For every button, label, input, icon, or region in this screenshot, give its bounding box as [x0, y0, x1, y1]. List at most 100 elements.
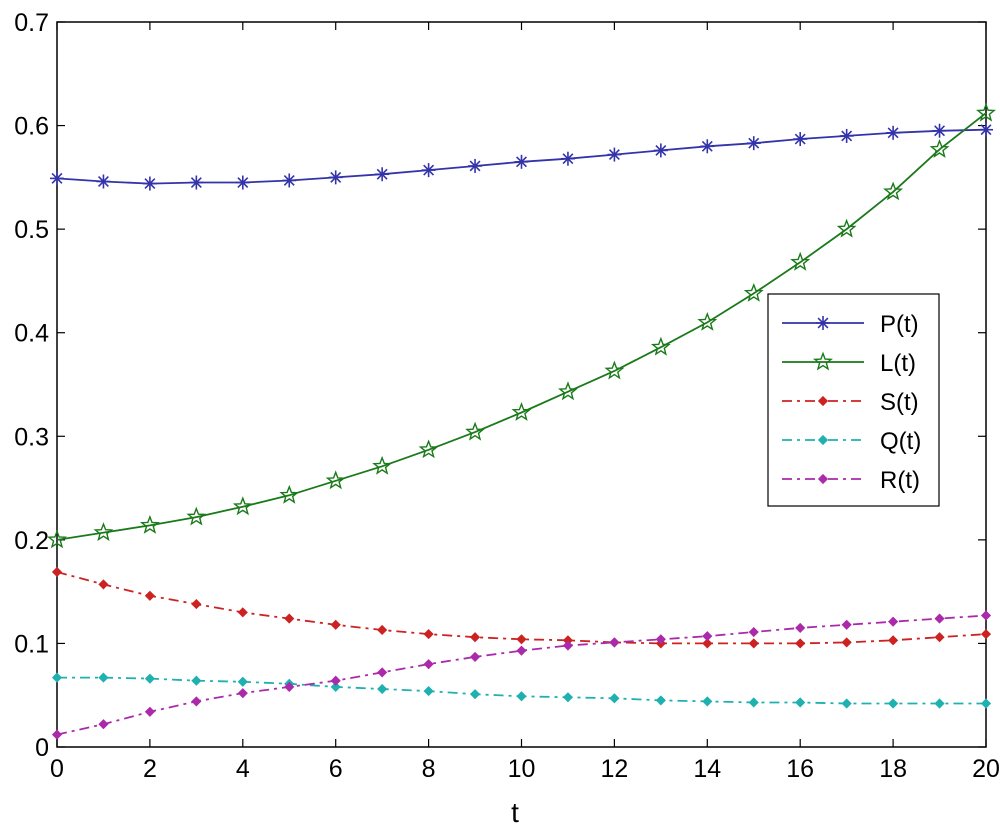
data-point: [330, 675, 341, 686]
marker-stroke: [608, 149, 620, 161]
data-point: [841, 698, 852, 709]
legend-marker: [817, 395, 829, 407]
legend-box: [767, 293, 940, 507]
legend-item: R(t): [782, 467, 920, 494]
data-point: [932, 123, 947, 138]
data-point: [562, 640, 574, 651]
data-point: [888, 635, 899, 646]
data-point: [888, 698, 899, 709]
y-tick-label: 0.1: [14, 630, 49, 658]
marker-stroke: [562, 153, 574, 165]
marker-stroke: [887, 127, 899, 139]
data-point: [191, 696, 202, 707]
data-point: [139, 514, 160, 534]
legend-item: L(t): [782, 350, 916, 377]
data-point: [607, 147, 622, 162]
y-tick-label: 0.2: [14, 527, 49, 555]
data-point: [841, 637, 852, 648]
data-point: [284, 613, 295, 624]
data-point: [191, 675, 202, 686]
data-point: [237, 688, 248, 699]
data-point: [795, 638, 806, 649]
x-tick-label: 16: [786, 755, 814, 783]
data-point: [186, 506, 207, 526]
marker-stroke: [748, 137, 760, 149]
legend-item: S(t): [782, 389, 919, 416]
data-point: [790, 251, 811, 271]
x-tick-label: 14: [693, 755, 721, 783]
data-point: [142, 176, 157, 191]
data-point: [795, 697, 806, 708]
marker-stroke: [841, 130, 853, 142]
data-point: [748, 638, 759, 649]
data-point: [516, 645, 527, 656]
data-point: [560, 151, 575, 166]
data-point: [886, 125, 901, 140]
data-point: [836, 218, 857, 238]
series-layer: [47, 102, 996, 740]
data-point: [650, 336, 671, 356]
data-point: [795, 622, 806, 633]
legend-marker: [817, 434, 829, 446]
data-point: [98, 719, 109, 730]
data-point: [655, 695, 666, 706]
legend-item: P(t): [782, 311, 919, 338]
marker-stroke: [516, 156, 527, 168]
y-tick-label: 0.4: [14, 320, 49, 348]
legend-label: Q(t): [880, 428, 921, 455]
data-point: [377, 624, 388, 636]
data-point: [702, 696, 713, 707]
data-point: [702, 638, 713, 649]
legend-label: P(t): [880, 311, 919, 338]
data-point: [700, 139, 715, 154]
marker-stroke: [469, 160, 481, 172]
y-tick-label: 0: [35, 734, 49, 762]
data-point: [748, 626, 759, 638]
data-point: [191, 599, 202, 610]
data-point: [934, 613, 945, 624]
data-point: [562, 692, 574, 703]
data-point: [980, 698, 992, 709]
data-point: [980, 610, 992, 621]
series-2: [47, 102, 996, 549]
data-point: [325, 470, 346, 490]
marker-stroke: [51, 172, 63, 184]
data-point: [697, 311, 718, 331]
y-tick-label: 0.7: [14, 9, 49, 37]
data-point: [934, 632, 945, 643]
data-point: [189, 175, 204, 190]
data-point: [235, 175, 250, 190]
y-tick-label: 0.5: [14, 216, 49, 244]
x-tick-label: 8: [422, 755, 436, 783]
marker-stroke: [701, 140, 713, 152]
data-point: [653, 143, 668, 158]
data-point: [423, 659, 434, 670]
data-point: [839, 128, 854, 143]
data-point: [232, 496, 253, 516]
y-tick-label: 0.6: [14, 113, 49, 141]
data-point: [979, 122, 993, 137]
data-point: [514, 154, 529, 169]
data-point: [609, 637, 620, 648]
x-tick-label: 6: [329, 755, 343, 783]
series-line: [56, 112, 987, 541]
series-line: [56, 614, 987, 736]
data-point: [516, 634, 527, 645]
data-point: [655, 634, 666, 645]
legend-label: S(t): [880, 389, 919, 416]
data-point: [237, 676, 248, 687]
data-point: [98, 672, 109, 683]
data-point: [237, 607, 248, 618]
data-point: [841, 619, 852, 630]
data-point: [96, 174, 111, 189]
marker-stroke: [237, 177, 249, 189]
x-tick-label: 18: [879, 755, 907, 783]
data-point: [47, 529, 67, 549]
legend-marker: [817, 473, 829, 485]
data-point: [468, 158, 483, 173]
data-point: [144, 673, 155, 684]
axes: 0 2 4 6 8 10 12 14 16 18 20 0 0.1 0.2 0.3 0.4 0.5 0.6 0.7: [14, 9, 1000, 783]
data-point: [511, 402, 532, 421]
x-tick-label: 0: [50, 755, 64, 783]
